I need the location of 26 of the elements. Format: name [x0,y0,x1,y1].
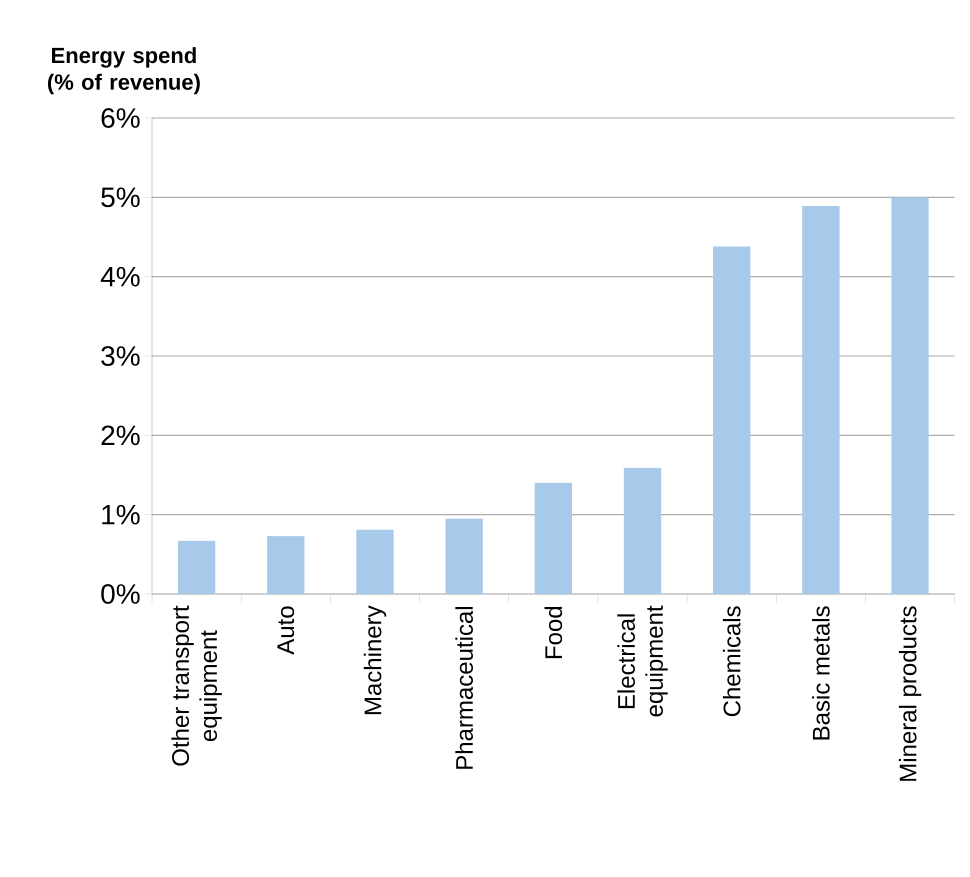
y-tick-label: 5% [101,187,140,208]
y-tick-label: 3% [101,346,140,366]
y-tick-label: 2% [102,425,140,446]
x-tick-label: Basic metals [812,606,830,740]
y-tick-label: 1% [102,504,140,524]
bar [445,518,483,594]
y-axis-title: Energy spend (% of revenue) [48,47,200,94]
bar [802,206,840,594]
x-tick-label: Food [544,606,562,658]
bar [891,197,929,594]
bar [713,246,750,594]
x-tick-label: Other transport equipment [171,606,222,766]
x-tick-label: Machinery [364,605,386,714]
bar [534,482,572,594]
bar [178,540,216,594]
y-tick-label: 6% [102,108,140,128]
x-tick-label: Pharmaceutical [455,607,473,769]
y-tick-label: 4% [100,266,140,286]
x-tick-label: Electrical equipment [617,606,668,716]
bar [356,530,394,594]
bar [267,536,304,594]
x-tick-label: Auto [277,606,294,655]
x-tick-label: Mineral products [898,606,922,781]
y-tick-label: 0% [101,584,140,604]
bar [624,468,662,594]
x-tick-label: Chemicals [722,606,741,716]
